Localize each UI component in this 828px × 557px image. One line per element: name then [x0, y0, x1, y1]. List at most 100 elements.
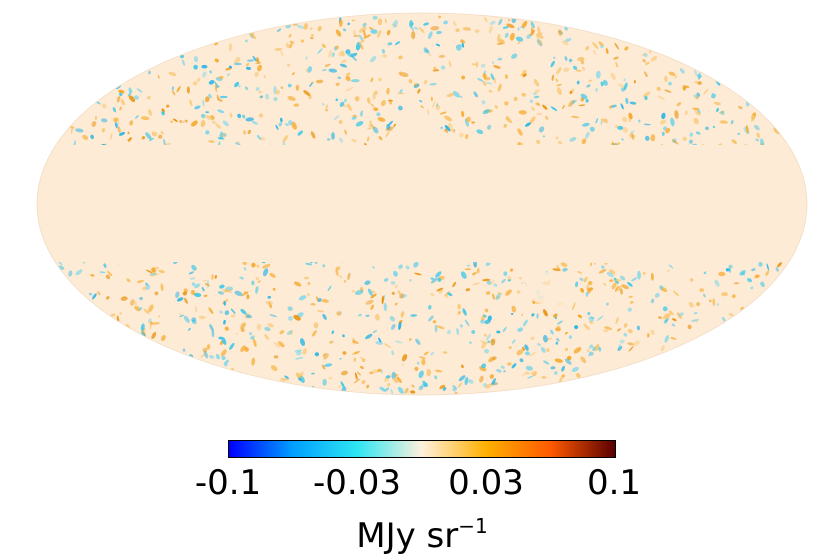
speckle: [465, 288, 471, 292]
speckle: [296, 24, 305, 29]
speckle: [411, 384, 415, 388]
speckle: [404, 388, 409, 393]
speckle: [564, 56, 568, 61]
speckle: [659, 119, 667, 125]
speckle: [217, 291, 224, 295]
speckle: [342, 351, 347, 355]
speckle: [304, 276, 309, 280]
speckle: [129, 299, 135, 306]
speckle: [88, 292, 93, 296]
speckle: [553, 56, 556, 59]
speckle: [362, 22, 367, 28]
speckle: [719, 111, 724, 114]
speckle: [182, 348, 186, 352]
speckle: [191, 282, 196, 286]
speckle: [372, 15, 378, 20]
speckle: [202, 279, 208, 282]
speckle: [112, 107, 117, 113]
speckle: [370, 124, 375, 129]
speckle: [95, 115, 97, 121]
speckle: [194, 283, 201, 289]
speckle: [191, 317, 197, 322]
speckle: [230, 314, 236, 318]
speckle: [668, 81, 672, 86]
speckle: [622, 126, 628, 133]
speckle: [257, 64, 263, 72]
speckle: [219, 310, 223, 314]
speckle: [525, 371, 530, 375]
speckle: [442, 386, 447, 391]
speckle: [423, 79, 428, 85]
speckle: [129, 120, 134, 126]
speckle: [381, 48, 385, 54]
speckle: [180, 54, 184, 59]
speckle: [542, 135, 546, 138]
speckle: [287, 306, 293, 311]
speckle: [529, 352, 536, 357]
speckle: [487, 124, 492, 130]
speckle: [617, 328, 621, 332]
speckle: [633, 79, 636, 84]
speckle: [687, 324, 692, 330]
speckle: [288, 33, 292, 38]
speckle: [329, 340, 334, 344]
speckle: [171, 86, 175, 91]
speckle: [664, 75, 668, 83]
speckle: [644, 71, 648, 78]
speckle: [483, 333, 487, 337]
speckle: [393, 270, 398, 277]
speckle: [255, 286, 259, 294]
speckle: [531, 106, 535, 111]
speckle: [413, 26, 419, 30]
speckle: [576, 80, 580, 85]
speckle: [279, 117, 283, 123]
sky-map-container: [36, 12, 808, 396]
speckle: [557, 29, 563, 37]
speckle: [345, 75, 351, 82]
speckle: [721, 292, 728, 297]
speckle: [601, 265, 605, 269]
speckle: [307, 281, 311, 286]
speckle: [535, 32, 540, 39]
speckle: [344, 129, 347, 135]
speckle: [661, 112, 666, 120]
speckle: [496, 368, 502, 373]
speckle: [378, 77, 382, 82]
speckle: [586, 349, 590, 353]
speckle: [326, 138, 331, 141]
speckle: [603, 282, 607, 286]
speckle: [695, 131, 701, 135]
speckle: [505, 289, 512, 296]
speckle: [321, 298, 329, 303]
speckle: [90, 134, 94, 140]
speckle: [650, 272, 654, 281]
speckle: [557, 320, 563, 325]
speckle: [259, 95, 264, 99]
speckle: [485, 263, 490, 267]
speckle: [495, 293, 501, 301]
speckle: [433, 66, 437, 70]
speckle: [90, 274, 95, 277]
speckle: [358, 39, 365, 45]
speckle: [331, 132, 335, 140]
speckle: [333, 115, 340, 120]
speckle: [240, 322, 246, 330]
speckle: [157, 75, 160, 79]
speckle: [105, 274, 111, 280]
speckle: [148, 70, 151, 75]
speckle: [662, 313, 671, 320]
speckle: [189, 277, 196, 280]
speckle: [430, 25, 440, 31]
speckle: [132, 301, 138, 306]
speckle: [364, 333, 373, 340]
speckle: [524, 344, 529, 351]
speckle: [664, 335, 669, 343]
speckle: [303, 23, 309, 30]
speckle: [536, 343, 542, 347]
speckle: [273, 355, 279, 359]
speckle: [118, 89, 125, 94]
speckle: [668, 310, 674, 316]
speckle: [200, 120, 206, 128]
speckle: [372, 92, 376, 100]
speckle: [464, 118, 470, 127]
